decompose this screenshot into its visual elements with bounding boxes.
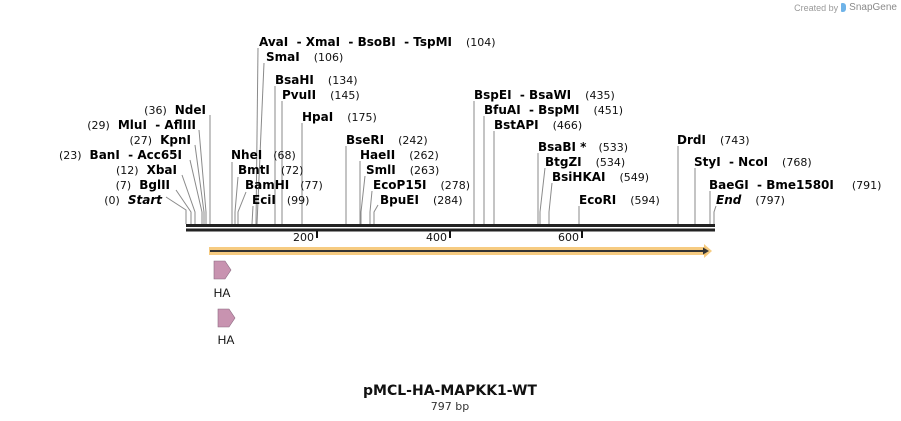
ha-arrow-icon bbox=[217, 308, 236, 328]
site-pvuii[interactable]: PvuII (145) bbox=[282, 88, 360, 102]
map-title: pMCL-HA-MAPKK1-WT bbox=[363, 383, 537, 399]
site-bsahi[interactable]: BsaHI (134) bbox=[275, 73, 358, 87]
ruler-label-200: 200 bbox=[293, 231, 314, 244]
site-bfuai-bspmi[interactable]: BfuAI - BspMI (451) bbox=[484, 103, 623, 117]
site-styi-ncoi[interactable]: StyI - NcoI (768) bbox=[694, 155, 812, 169]
feature-label: HA bbox=[214, 286, 231, 300]
sequence-backbone bbox=[186, 224, 715, 232]
site-bseri[interactable]: BseRI (242) bbox=[346, 133, 428, 147]
site-bglii[interactable]: (7) BglII bbox=[116, 178, 170, 192]
site-bsabi[interactable]: BsaBI * (533) bbox=[538, 140, 628, 154]
site-bstapi[interactable]: BstAPI (466) bbox=[494, 118, 582, 132]
site-xbai[interactable]: (12) XbaI bbox=[116, 163, 177, 177]
site-bspei-bsawi[interactable]: BspEI - BsaWI (435) bbox=[474, 88, 615, 102]
site-smli[interactable]: SmlI (263) bbox=[366, 163, 439, 177]
ruler: 200 400 600 bbox=[293, 231, 583, 244]
site-btgzi[interactable]: BtgZI (534) bbox=[545, 155, 625, 169]
site-bamhi[interactable]: BamHI (77) bbox=[245, 178, 323, 192]
site-ecop15i[interactable]: EcoP15I (278) bbox=[373, 178, 470, 192]
site-start[interactable]: (0) Start bbox=[104, 193, 163, 207]
site-ecori[interactable]: EcoRI (594) bbox=[579, 193, 660, 207]
site-ndei[interactable]: (36) NdeI bbox=[144, 103, 206, 117]
credit-brand: SnapGene bbox=[849, 2, 897, 13]
ruler-label-400: 400 bbox=[426, 231, 447, 244]
site-avai-xmai-bsobi-tspmi[interactable]: AvaI - XmaI - BsoBI - TspMI (104) bbox=[259, 35, 496, 49]
site-bmti[interactable]: BmtI (72) bbox=[238, 163, 303, 177]
credit-prefix: Created by bbox=[794, 2, 839, 13]
feature-label: HA bbox=[218, 333, 235, 347]
site-bpuei[interactable]: BpuEI (284) bbox=[380, 193, 463, 207]
site-haeii[interactable]: HaeII (262) bbox=[360, 148, 439, 162]
site-baegi-bme1580i[interactable]: BaeGI - Bme1580I (791) bbox=[709, 178, 881, 192]
snapgene-logo-icon bbox=[841, 3, 847, 12]
site-kpni[interactable]: (27) KpnI bbox=[130, 133, 192, 147]
ha-arrow-icon bbox=[213, 260, 232, 280]
feature-ha-1[interactable]: HA bbox=[213, 260, 232, 300]
site-mlui-afliii[interactable]: (29) MluI - AflIII bbox=[87, 118, 196, 132]
orf-arrow[interactable] bbox=[209, 244, 712, 258]
map-length: 797 bp bbox=[431, 400, 469, 413]
site-labels: (0) Start (7) BglII (12) XbaI (23) BanI - Ac… bbox=[59, 35, 882, 207]
feature-ha-2[interactable]: HA bbox=[217, 308, 236, 347]
site-hpai[interactable]: HpaI (175) bbox=[302, 110, 377, 124]
site-bsihkai[interactable]: BsiHKAI (549) bbox=[552, 170, 649, 184]
site-smai[interactable]: SmaI (106) bbox=[266, 50, 343, 64]
ruler-label-600: 600 bbox=[558, 231, 579, 244]
site-drdi[interactable]: DrdI (743) bbox=[677, 133, 750, 147]
site-end[interactable]: End (797) bbox=[716, 193, 785, 207]
site-ecii[interactable]: EciI (99) bbox=[252, 193, 309, 207]
site-lines bbox=[165, 47, 717, 225]
snapgene-credit: Created by SnapGene bbox=[794, 2, 897, 13]
site-nhei[interactable]: NheI (68) bbox=[231, 148, 296, 162]
site-bani-acc65i[interactable]: (23) BanI - Acc65I bbox=[59, 148, 182, 162]
